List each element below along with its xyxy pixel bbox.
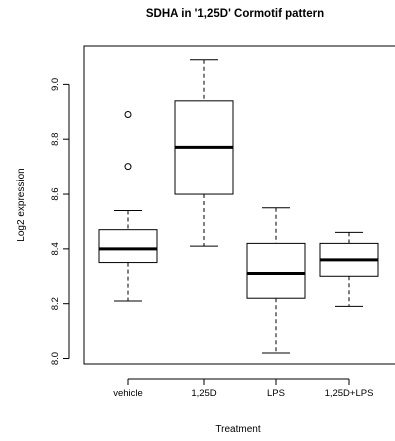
outlier-point xyxy=(124,163,132,171)
x-axis: vehicle 1,25D LPS 1,25D+LPS xyxy=(113,378,374,399)
y-axis: 8.0 8.2 8.4 8.6 8.8 9.0 xyxy=(50,78,70,365)
y-tick-label: 8.4 xyxy=(50,242,61,255)
boxes xyxy=(98,59,379,354)
box-group xyxy=(246,207,306,354)
y-axis-label: Log2 expression xyxy=(16,168,27,241)
box-group xyxy=(174,59,234,247)
y-tick-label: 8.0 xyxy=(50,352,61,365)
chart-title: SDHA in '1,25D' Cormotif pattern xyxy=(146,8,324,20)
outlier-point xyxy=(124,111,132,119)
x-tick-label: 1,25D+LPS xyxy=(325,388,374,399)
y-tick-label: 8.2 xyxy=(50,297,61,310)
plot-frame xyxy=(83,45,395,365)
box-iqr xyxy=(246,242,306,299)
y-tick-label: 9.0 xyxy=(50,78,61,91)
x-tick-label: LPS xyxy=(267,388,285,399)
x-tick-label: 1,25D xyxy=(191,388,216,399)
box-iqr xyxy=(98,229,158,264)
box-group xyxy=(98,111,158,302)
box-group xyxy=(319,231,379,307)
x-axis-label: Treatment xyxy=(215,424,260,435)
y-tick-label: 8.8 xyxy=(50,133,61,146)
x-tick-label: vehicle xyxy=(113,388,143,399)
y-tick-label: 8.6 xyxy=(50,187,61,200)
